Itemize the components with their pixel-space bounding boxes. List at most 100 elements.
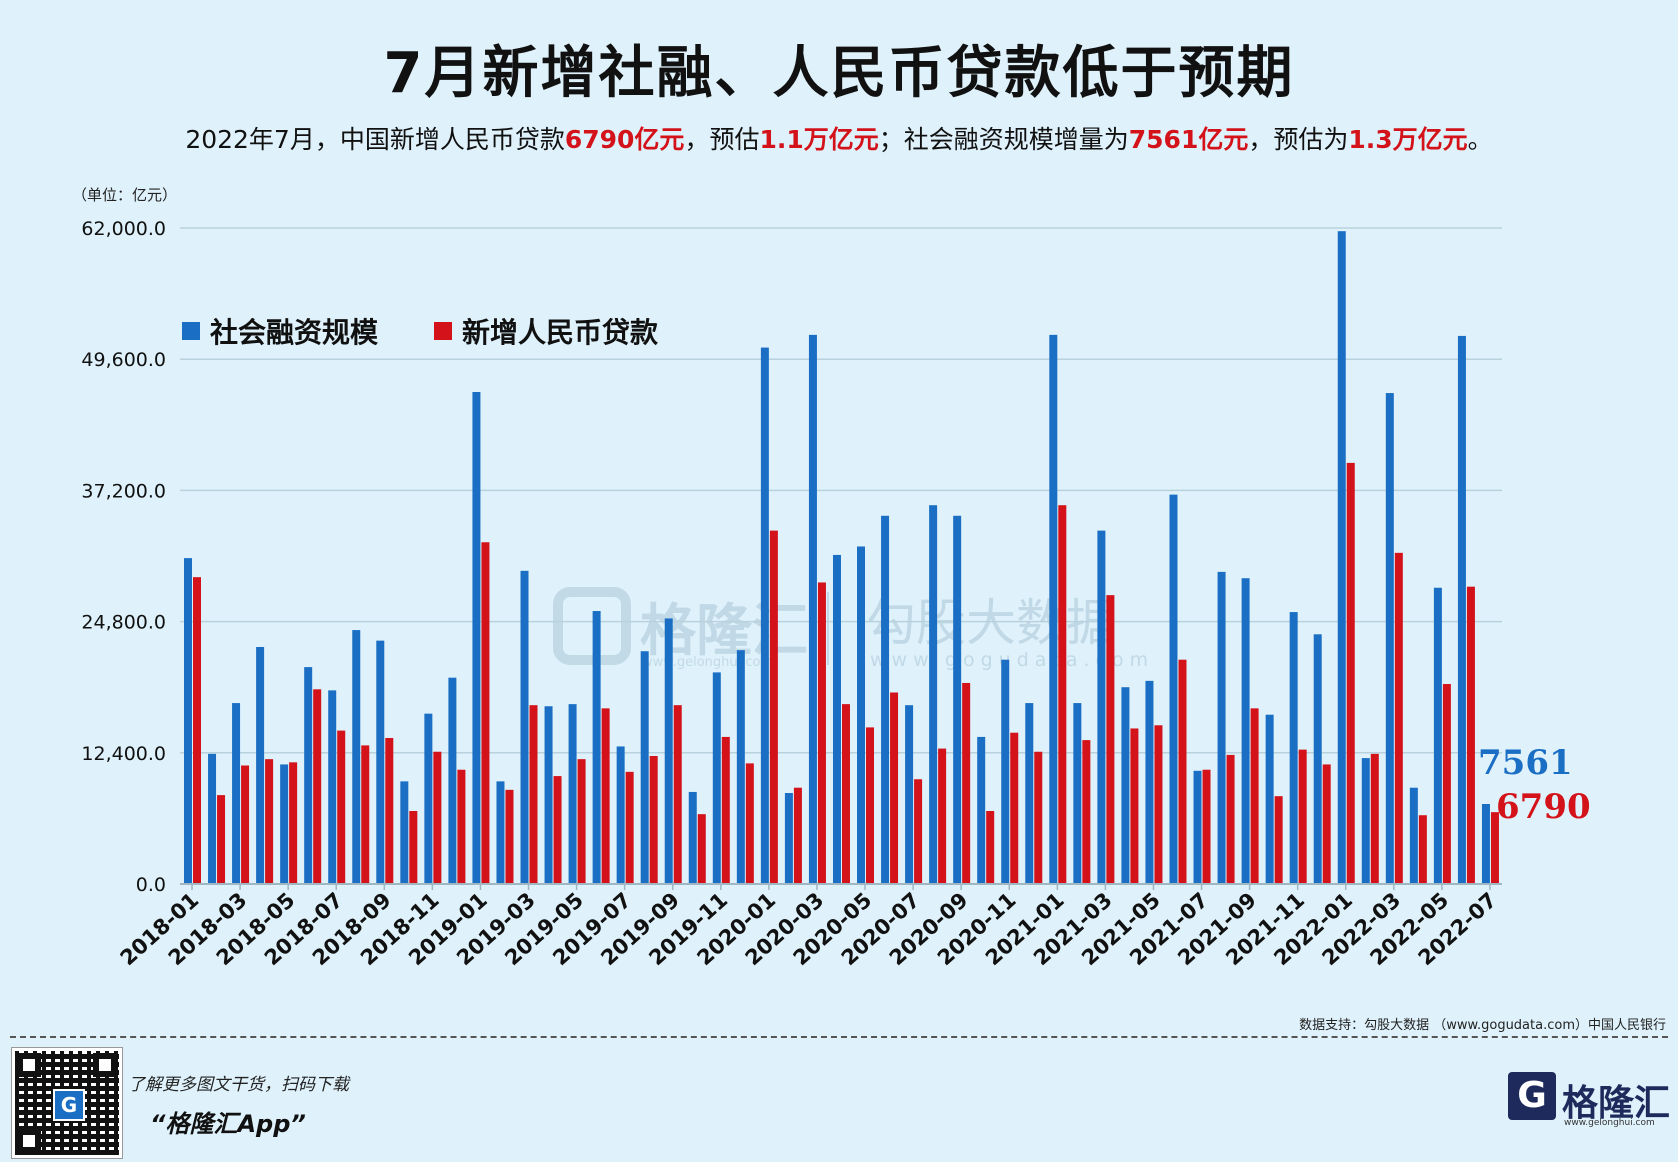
brand-name: 格隆汇 — [1562, 1083, 1671, 1124]
bar-loans — [1466, 586, 1475, 884]
bar-tsf — [592, 611, 601, 884]
bar-loans — [962, 682, 971, 884]
bar-loans — [529, 705, 538, 884]
bar-tsf — [1145, 680, 1154, 884]
bar-tsf — [352, 630, 361, 884]
subtitle-text: ；社会融资规模增量为 — [878, 125, 1129, 154]
bar-loans — [1202, 769, 1211, 884]
bar-tsf — [712, 672, 721, 884]
bar-tsf — [1097, 530, 1106, 884]
subtitle-text: 。 — [1467, 125, 1493, 154]
bar-tsf — [688, 791, 697, 884]
bar-loans — [1442, 684, 1451, 884]
bar-tsf — [1481, 803, 1490, 884]
bar-loans — [625, 771, 634, 884]
bar-loans — [1418, 815, 1427, 884]
bar-loans — [1154, 725, 1163, 884]
bar-loans — [721, 736, 730, 884]
bar-tsf — [280, 764, 289, 884]
bar-loans — [1034, 751, 1043, 884]
bar-tsf — [376, 640, 385, 884]
bar-loans — [457, 769, 466, 884]
bar-loans — [1010, 732, 1019, 884]
bar-tsf — [929, 505, 938, 884]
bar-loans — [673, 705, 682, 884]
bar-loans — [1298, 749, 1307, 884]
bar-loans — [1250, 708, 1259, 884]
bar-tsf — [640, 651, 649, 884]
bar-tsf — [832, 554, 841, 884]
watermark-logo-icon — [553, 587, 631, 665]
bar-tsf — [184, 558, 192, 884]
bar-loans — [577, 759, 586, 884]
y-tick-label: 12,400.0 — [81, 743, 166, 765]
bar-loans — [1106, 595, 1115, 884]
subtitle-highlight: 1.3万亿元 — [1348, 125, 1468, 154]
bar-tsf — [1457, 335, 1466, 884]
brand-g-icon: G — [1508, 1072, 1556, 1120]
y-tick-label: 24,800.0 — [81, 612, 166, 634]
bar-loans — [1226, 754, 1235, 884]
brand-logo: G 格隆汇 www.gelonghui.com — [1508, 1072, 1671, 1132]
bar-loans — [986, 810, 995, 884]
bar-tsf — [953, 515, 962, 884]
y-tick-label: 49,600.0 — [81, 349, 166, 371]
subtitle-text: ，预估 — [684, 125, 760, 154]
bar-tsf — [784, 793, 793, 884]
y-tick-label: 37,200.0 — [81, 480, 166, 502]
bar-loans — [217, 795, 226, 884]
bar-tsf — [1265, 714, 1274, 884]
bar-loans — [385, 737, 394, 884]
bar-tsf — [977, 736, 986, 884]
bar-loans — [1322, 764, 1331, 884]
bar-tsf — [1385, 393, 1394, 884]
gridlines — [180, 227, 1502, 754]
bar-loans — [337, 730, 346, 884]
bar-tsf — [881, 515, 890, 884]
bar-tsf — [1433, 587, 1442, 884]
bar-loans — [1394, 552, 1403, 884]
bar-tsf — [232, 703, 241, 884]
bar-tsf — [448, 677, 457, 884]
bar-tsf — [905, 705, 914, 884]
promo-text: 了解更多图文干货，扫码下载 — [128, 1075, 349, 1095]
bar-loans — [1274, 796, 1283, 884]
bar-loans — [313, 689, 322, 884]
bar-tsf — [808, 334, 817, 884]
bar-tsf — [1001, 659, 1010, 884]
bar-loans — [289, 762, 298, 884]
bar-loans — [433, 751, 442, 884]
bars — [184, 231, 1499, 884]
bar-tsf — [208, 753, 217, 884]
bar-tsf — [1073, 703, 1082, 884]
bar-tsf — [1193, 770, 1202, 884]
bar-tsf — [496, 781, 505, 884]
bar-tsf — [1337, 231, 1346, 884]
legend: 社会融资规模 新增人民币贷款 — [182, 316, 659, 349]
qr-code[interactable]: G — [12, 1048, 122, 1158]
bar-loans — [1346, 462, 1355, 884]
bar-tsf — [736, 650, 745, 884]
bar-loans — [1370, 753, 1379, 884]
y-axis-unit: （单位：亿元） — [72, 186, 177, 204]
subtitle-highlight: 1.1万亿元 — [759, 125, 879, 154]
legend-label-tsf: 社会融资规模 — [210, 316, 379, 349]
bar-tsf — [616, 746, 625, 884]
watermark-url: www.gelonghui.com — [642, 655, 773, 670]
bar-tsf — [544, 706, 553, 884]
bar-loans — [817, 582, 826, 884]
bar-tsf — [520, 570, 529, 884]
data-source: 数据支持：勾股大数据 （www.gogudata.com）中国人民银行 — [1299, 1018, 1666, 1033]
y-tick-label: 0.0 — [136, 874, 166, 896]
qr-logo-icon: G — [53, 1089, 85, 1121]
chart-subtitle: 2022年7月，中国新增人民币贷款6790亿元，预估1.1万亿元；社会融资规模增… — [0, 120, 1678, 156]
footer-divider — [10, 1036, 1668, 1038]
bar-loans — [938, 748, 947, 884]
bar-tsf — [1241, 578, 1250, 884]
bar-loans — [409, 810, 418, 884]
bar-tsf — [1169, 494, 1178, 884]
bar-tsf — [1121, 687, 1130, 884]
bar-loans — [601, 708, 610, 884]
subtitle-highlight: 6790亿元 — [564, 125, 685, 154]
